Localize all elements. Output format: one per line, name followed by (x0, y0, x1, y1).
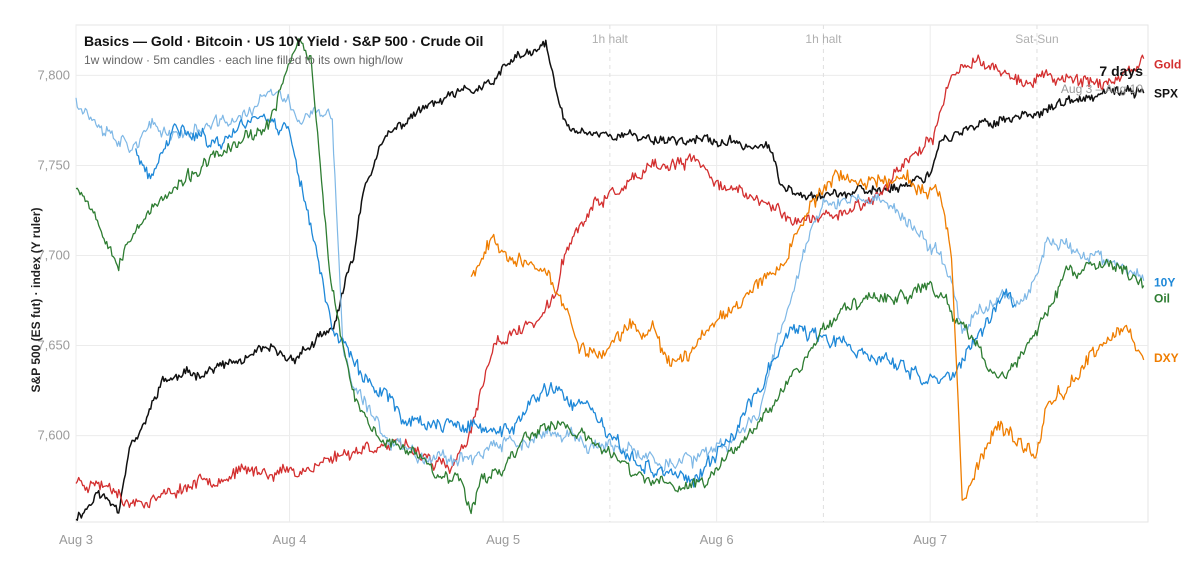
series-label-gold: Gold (1154, 58, 1181, 72)
y-tick-label: 7,650 (37, 338, 70, 353)
range-badge-subtitle: Aug 3 – Aug 10 (1061, 82, 1143, 96)
series-label-spx: SPX (1154, 86, 1178, 100)
axis-layer: 7,600 7,650 7,700 7,750 7,800 Aug 3 Aug 4 Aug 5… (37, 67, 947, 547)
chart-subtitle: 1w window · 5m candles · each line fille… (84, 53, 403, 67)
chart-title: Basics — Gold · Bitcoin · US 10Y Yield ·… (84, 33, 483, 49)
series-label-dxy: DXY (1154, 351, 1179, 365)
session-marker-label: Sat-Sun (1015, 32, 1058, 46)
series-line-oil (75, 38, 1145, 515)
x-tick-label: Aug 5 (486, 532, 520, 547)
text-layer: Basics — Gold · Bitcoin · US 10Y Yield ·… (29, 33, 1143, 392)
x-tick-label: Aug 4 (273, 532, 307, 547)
series-line-dxy (470, 169, 1145, 501)
session-marker-label: 1h halt (592, 32, 629, 46)
x-tick-label: Aug 7 (913, 532, 947, 547)
x-tick-label: Aug 6 (700, 532, 734, 547)
series-labels: Gold SPX 10Y Oil DXY (1154, 58, 1181, 366)
y-tick-label: 7,750 (37, 157, 70, 172)
session-marker-label: 1h halt (805, 32, 842, 46)
series-layer (75, 38, 1145, 521)
series-line-spx (75, 39, 1145, 521)
series-line-secondary (135, 113, 1016, 488)
series-line-gold (75, 54, 1145, 509)
y-tick-label: 7,600 (37, 428, 70, 443)
series-label-oil: Oil (1154, 292, 1170, 306)
session-markers: 1h halt 1h halt Sat-Sun (592, 25, 1059, 522)
x-tick-label: Aug 3 (59, 532, 93, 547)
range-badge-title: 7 days (1099, 63, 1143, 79)
series-label-10y: 10Y (1154, 276, 1175, 290)
y-tick-label: 7,800 (37, 67, 70, 82)
y-axis-label: S&P 500 (ES fut) · index (Y ruler) (29, 208, 43, 393)
y-tick-label: 7,700 (37, 247, 70, 262)
